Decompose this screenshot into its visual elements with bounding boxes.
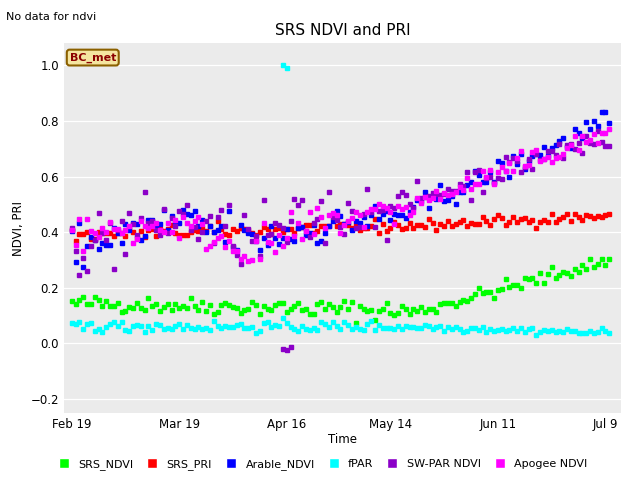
Title: SRS NDVI and PRI: SRS NDVI and PRI — [275, 23, 410, 38]
X-axis label: Time: Time — [328, 433, 357, 446]
Text: No data for ndvi: No data for ndvi — [6, 12, 97, 22]
Legend: SRS_NDVI, SRS_PRI, Arable_NDVI, fPAR, SW-PAR NDVI, Apogee NDVI: SRS_NDVI, SRS_PRI, Arable_NDVI, fPAR, SW… — [48, 455, 592, 474]
Text: BC_met: BC_met — [70, 52, 116, 63]
Y-axis label: NDVI, PRI: NDVI, PRI — [12, 201, 25, 255]
